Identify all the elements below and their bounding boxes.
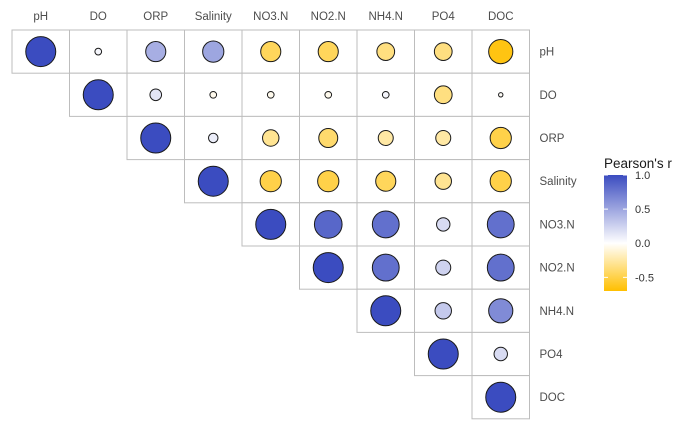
x-tick-label: DO (90, 11, 107, 23)
correlation-point (436, 217, 451, 232)
x-axis-tick-labels: pH DO ORP Salinity NO3.N NO2.N NH4.N PO4 DOC (33, 11, 513, 23)
correlation-point (488, 39, 514, 65)
correlation-point (493, 346, 508, 362)
correlation-point (318, 128, 339, 148)
correlation-point (25, 36, 57, 68)
correlation-point (486, 210, 515, 239)
x-tick-label: ORP (143, 11, 168, 23)
correlation-point (435, 259, 452, 276)
legend-tick-label: 0.5 (635, 204, 650, 216)
y-axis-tick-labels: pH DO ORP Salinity NO3.N NO2.N NH4.N PO4 DOC (540, 47, 577, 405)
x-tick-label: pH (33, 11, 48, 23)
y-tick-label: PO4 (540, 349, 564, 361)
matrix-cell (414, 29, 473, 74)
y-tick-label: NO2.N (540, 263, 575, 275)
correlation-point (208, 132, 219, 144)
correlation-point (145, 41, 167, 63)
correlation-point (317, 170, 340, 193)
correlation-point (489, 126, 512, 150)
correlation-point (317, 41, 339, 63)
correlation-point (434, 302, 452, 320)
correlation-point (262, 129, 280, 147)
correlation-point (260, 41, 282, 63)
correlation-point (433, 85, 453, 105)
y-tick-label: DO (540, 90, 557, 102)
y-tick-label: pH (540, 47, 555, 59)
correlation-point (427, 338, 459, 370)
y-tick-label: Salinity (540, 176, 577, 188)
legend-tick-label: -0.5 (635, 272, 654, 284)
x-tick-label: NO3.N (253, 11, 288, 23)
correlation-point (313, 210, 343, 239)
correlation-point (140, 122, 172, 154)
legend-tick-label: 0.0 (635, 238, 650, 250)
x-tick-label: PO4 (432, 11, 456, 23)
color-legend: Pearson's r 1.0 0.5 0.0 -0.5 (604, 156, 672, 291)
y-tick-label: NO3.N (540, 219, 575, 231)
x-tick-label: NO2.N (311, 11, 346, 23)
correlation-point (433, 42, 453, 61)
legend-color-bar (604, 175, 627, 291)
correlation-point (381, 90, 390, 99)
correlation-point (370, 295, 402, 327)
matrix-cell (299, 72, 358, 117)
correlation-point (435, 130, 452, 146)
correlation-point (434, 172, 452, 190)
correlation-point (149, 88, 163, 102)
correlation-point (312, 252, 344, 284)
correlation-point (377, 130, 394, 146)
correlation-point (82, 79, 114, 111)
correlation-point (259, 170, 282, 193)
correlation-point (486, 253, 515, 282)
correlation-point (371, 210, 400, 239)
legend-tick-label: 1.0 (635, 170, 650, 182)
y-tick-label: DOC (540, 392, 566, 404)
y-tick-label: ORP (540, 133, 565, 145)
correlation-point (371, 253, 400, 282)
matrix-cell (471, 245, 530, 290)
correlation-point (485, 381, 517, 413)
legend-title: Pearson's r (604, 156, 672, 171)
correlation-point (489, 170, 512, 193)
correlation-point (498, 92, 504, 98)
correlation-point (375, 170, 397, 192)
correlation-point (94, 47, 103, 56)
correlation-points (25, 36, 517, 413)
correlation-point (202, 40, 225, 63)
matrix-cells (11, 29, 530, 420)
correlation-point (376, 42, 396, 61)
legend-ticks: 1.0 0.5 0.0 -0.5 (604, 170, 654, 284)
correlation-point (209, 90, 218, 99)
correlation-point (197, 165, 229, 197)
correlation-point (266, 90, 275, 99)
correlation-point (488, 298, 514, 324)
y-tick-label: NH4.N (540, 306, 575, 318)
x-tick-label: DOC (488, 11, 514, 23)
matrix-cell (356, 115, 415, 161)
correlation-point (255, 208, 287, 240)
x-tick-label: NH4.N (368, 11, 403, 23)
correlation-point (324, 90, 333, 99)
x-tick-label: Salinity (195, 11, 232, 23)
